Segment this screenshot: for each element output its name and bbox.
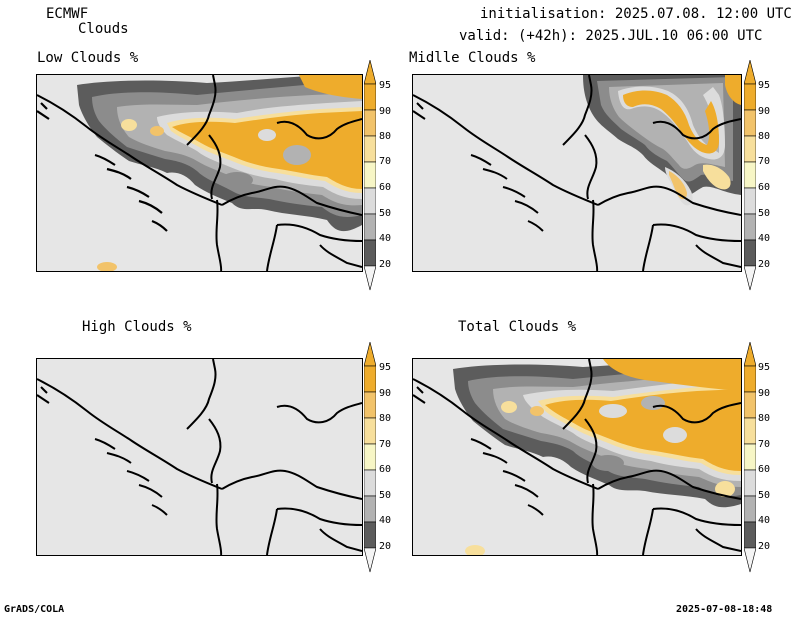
colorbar-middle [743, 59, 757, 292]
map-low-clouds [36, 74, 363, 272]
cbar-total-20: 20 [758, 541, 771, 552]
cbar-low-95: 95 [379, 80, 392, 91]
cbar-middle-50: 50 [758, 208, 771, 219]
init-time: initialisation: 2025.07.08. 12:00 UTC [480, 6, 792, 22]
cbar-low-90: 90 [379, 106, 392, 117]
model-label: ECMWF [46, 6, 89, 22]
cbar-low-70: 70 [379, 156, 392, 167]
cbar-high-90: 90 [379, 388, 392, 399]
cbar-total-60: 60 [758, 464, 771, 475]
cbar-low-80: 80 [379, 131, 392, 142]
map-middle-clouds [412, 74, 742, 272]
cbar-middle-80: 80 [758, 131, 771, 142]
cbar-total-40: 40 [758, 515, 771, 526]
panel-title-low: Low Clouds % [37, 50, 139, 66]
cbar-high-20: 20 [379, 541, 392, 552]
footer-software: GrADS/COLA [4, 604, 65, 615]
cbar-high-40: 40 [379, 515, 392, 526]
cbar-total-90: 90 [758, 388, 771, 399]
colorbar-low [363, 59, 377, 292]
cbar-total-80: 80 [758, 413, 771, 424]
cbar-high-95: 95 [379, 362, 392, 373]
colorbar-high [363, 341, 377, 574]
cbar-high-80: 80 [379, 413, 392, 424]
cbar-high-60: 60 [379, 464, 392, 475]
cbar-middle-40: 40 [758, 233, 771, 244]
panel-title-high: High Clouds % [82, 319, 192, 335]
cbar-middle-90: 90 [758, 106, 771, 117]
cbar-middle-20: 20 [758, 259, 771, 270]
cbar-high-70: 70 [379, 439, 392, 450]
cbar-low-40: 40 [379, 233, 392, 244]
cbar-low-20: 20 [379, 259, 392, 270]
map-high-clouds [36, 358, 363, 556]
cbar-total-50: 50 [758, 490, 771, 501]
cbar-middle-60: 60 [758, 182, 771, 193]
cbar-high-50: 50 [379, 490, 392, 501]
cbar-low-50: 50 [379, 208, 392, 219]
cbar-total-70: 70 [758, 439, 771, 450]
cbar-low-60: 60 [379, 182, 392, 193]
valid-time: valid: (+42h): 2025.JUL.10 06:00 UTC [459, 28, 763, 44]
colorbar-total [743, 341, 757, 574]
panel-title-middle: Midlle Clouds % [409, 50, 536, 66]
cbar-middle-95: 95 [758, 80, 771, 91]
cbar-middle-70: 70 [758, 156, 771, 167]
panel-title-total: Total Clouds % [458, 319, 577, 335]
map-total-clouds [412, 358, 742, 556]
cbar-total-95: 95 [758, 362, 771, 373]
footer-timestamp: 2025-07-08-18:48 [676, 604, 773, 615]
product-label: Clouds [78, 21, 129, 37]
